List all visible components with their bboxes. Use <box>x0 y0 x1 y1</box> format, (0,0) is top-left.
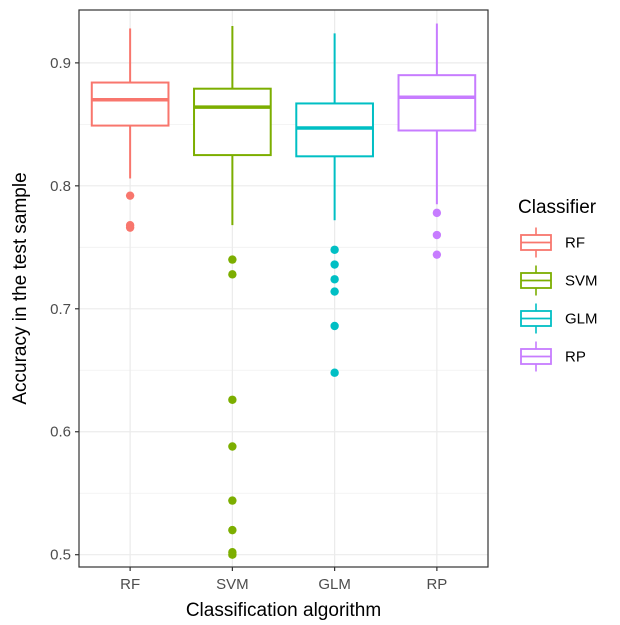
legend-item-glm: GLM <box>520 303 598 334</box>
legend-item-rp: RP <box>520 341 586 372</box>
legend-item-rf: RF <box>520 227 585 258</box>
box-svm <box>193 25 272 559</box>
x-tick-label: GLM <box>318 576 351 593</box>
box-body <box>90 81 170 127</box>
outlier-point <box>228 550 237 559</box>
x-tick-label: SVM <box>216 576 249 593</box>
outlier-point <box>228 496 237 505</box>
outlier-point <box>228 395 237 404</box>
y-tick-label: 0.7 <box>50 301 71 318</box>
outlier-point <box>432 250 442 259</box>
outlier-point <box>228 442 237 451</box>
legend-label: SVM <box>565 273 598 290</box>
outlier-point <box>330 368 339 377</box>
box-glm <box>295 33 374 377</box>
legend-item-svm: SVM <box>520 265 598 296</box>
outlier-point <box>330 287 339 296</box>
box-body <box>295 102 374 158</box>
y-tick-label: 0.5 <box>50 547 71 564</box>
x-tick-label: RP <box>426 576 447 593</box>
x-tick-label: RF <box>120 576 140 593</box>
outlier-point <box>228 270 237 279</box>
legend: RF SVM GLM RP <box>520 227 598 372</box>
box-rp <box>397 23 477 259</box>
outlier-point <box>228 525 237 535</box>
axes: 0.5 0.6 0.7 0.8 0.9 RF SVM GLM RP <box>50 55 447 593</box>
y-axis-title: Accuracy in the test sample <box>10 172 31 404</box>
outlier-point <box>330 260 339 269</box>
outlier-point <box>125 223 135 232</box>
plot-border <box>78 9 489 568</box>
legend-label: GLM <box>565 311 598 328</box>
box-body <box>397 74 477 132</box>
outlier-point <box>432 230 442 240</box>
box-rf <box>90 28 170 232</box>
box-body <box>193 87 272 157</box>
outlier-point <box>330 275 339 284</box>
x-axis-title: Classification algorithm <box>186 600 381 621</box>
outlier-point <box>228 255 237 264</box>
y-tick-label: 0.9 <box>50 55 71 72</box>
y-tick-label: 0.6 <box>50 424 71 441</box>
outlier-point <box>330 321 339 331</box>
outlier-point <box>432 208 442 218</box>
outlier-point <box>330 245 339 254</box>
legend-label: RF <box>565 235 585 252</box>
legend-title: Classifier <box>518 197 597 218</box>
outlier-point <box>125 191 135 200</box>
legend-label: RP <box>565 349 586 366</box>
y-tick-label: 0.8 <box>50 178 71 195</box>
boxes <box>90 23 477 559</box>
